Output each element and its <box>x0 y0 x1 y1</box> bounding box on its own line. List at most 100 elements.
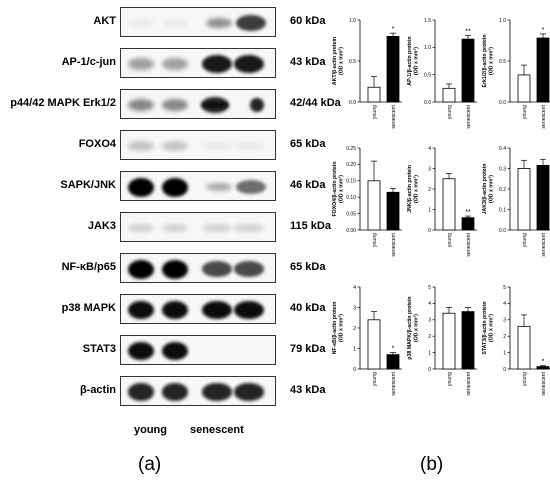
y-axis-label: AP-1/β-actin protein(OD x mm²) <box>407 36 420 85</box>
blot-strip <box>120 253 276 283</box>
y-tick-label: 0.05 <box>346 211 356 217</box>
blot-label: FOXO4 <box>78 138 116 150</box>
blot-band <box>236 180 266 194</box>
y-tick-label: 1 <box>353 346 356 352</box>
bar-senescent <box>386 191 400 231</box>
significance-marker: * <box>392 26 395 33</box>
y-tick-label: 0.5 <box>349 59 356 65</box>
y-tick-label: 5 <box>428 285 431 291</box>
blot-band <box>206 18 232 28</box>
y-tick-label: 0.3 <box>499 166 506 172</box>
y-tick-label: 1.0 <box>349 18 356 24</box>
category-label: senescent <box>466 104 472 128</box>
blot-strip <box>120 376 276 406</box>
blot-label: SAPK/JNK <box>60 179 116 191</box>
blot-band <box>206 182 232 192</box>
y-tick-label: 1 <box>428 207 431 213</box>
category-label: senescent <box>466 232 472 256</box>
significance-marker: * <box>542 359 545 366</box>
molecular-weight-label: 43 kDa <box>290 384 326 396</box>
y-axis-label: FOXO4/β-actin protein(OD x mm²) <box>332 161 345 216</box>
molecular-weight-label: 40 kDa <box>290 302 326 314</box>
y-tick-label: 0.1 <box>499 207 506 213</box>
category-label: senescent <box>391 371 397 395</box>
blot-band <box>202 223 232 233</box>
y-tick-label: 2 <box>353 326 356 332</box>
y-tick-label: 2 <box>428 334 431 340</box>
blot-strip <box>120 294 276 324</box>
category-label: young <box>447 105 453 119</box>
blot-band <box>162 341 188 361</box>
category-label: senescent <box>541 104 547 128</box>
blot-label: p38 MAPK <box>61 302 116 314</box>
category-label: senescent <box>541 232 547 256</box>
blot-band <box>202 300 232 320</box>
significance-marker: * <box>542 27 545 34</box>
category-label: senescent <box>541 371 547 395</box>
blot-label: p44/42 MAPK Erk1/2 <box>10 97 116 109</box>
y-tick-label: 1.5 <box>424 18 431 24</box>
blot-band <box>234 300 264 320</box>
blot-band <box>162 259 188 279</box>
lane-label-senescent: senescent <box>190 424 244 436</box>
y-axis-label: STAT3/β-actin protein(OD x mm²) <box>482 301 495 354</box>
bar-young <box>517 168 531 231</box>
blot-band <box>234 142 264 150</box>
category-label: senescent <box>466 371 472 395</box>
y-tick-label: 0.5 <box>424 72 431 78</box>
y-tick-label: 4 <box>353 285 356 291</box>
bar-senescent <box>386 36 400 103</box>
category-label: young <box>372 372 378 386</box>
blot-label: JAK3 <box>87 220 116 232</box>
y-tick-label: 1 <box>428 350 431 356</box>
blot-strip <box>120 48 276 78</box>
y-tick-label: 2 <box>503 334 506 340</box>
molecular-weight-label: 43 kDa <box>290 56 326 68</box>
bar-senescent <box>536 37 550 103</box>
y-tick-label: 1 <box>503 350 506 356</box>
blot-band <box>162 300 188 320</box>
y-tick-label: 0 <box>428 367 431 373</box>
y-tick-label: 3 <box>428 318 431 324</box>
bar-young <box>367 180 381 231</box>
significance-marker: * <box>392 346 395 353</box>
blot-strip <box>120 89 276 119</box>
y-tick-label: 2 <box>428 187 431 193</box>
molecular-weight-label: 46 kDa <box>290 179 326 191</box>
y-tick-label: 0 <box>503 367 506 373</box>
y-tick-label: 3 <box>428 166 431 172</box>
bar-young <box>367 86 381 103</box>
bar-senescent <box>386 354 400 370</box>
blot-band <box>162 98 188 112</box>
blot-band <box>250 97 264 113</box>
bar-young <box>442 178 456 231</box>
category-label: young <box>372 233 378 247</box>
blot-band <box>234 261 264 277</box>
blot-band <box>234 223 264 233</box>
y-tick-label: 0.15 <box>346 179 356 185</box>
bar-young <box>517 74 531 103</box>
blot-band <box>162 383 188 401</box>
blot-band <box>128 177 154 197</box>
blot-label: STAT3 <box>82 343 116 355</box>
significance-marker: ** <box>465 28 471 35</box>
blot-band <box>128 19 154 27</box>
y-tick-label: 0.25 <box>346 146 356 152</box>
y-axis-label: p38 MAPK/β-actin protein(OD x mm²) <box>407 296 420 359</box>
lane-label-young: young <box>134 424 167 436</box>
panel-caption-b: (b) <box>420 454 444 475</box>
y-tick-label: 3 <box>353 305 356 311</box>
category-label: young <box>522 105 528 119</box>
bar-senescent <box>461 311 475 370</box>
bar-senescent <box>536 165 550 231</box>
blot-label: AP-1/c-jun <box>61 56 116 68</box>
significance-marker: ** <box>465 209 471 216</box>
y-axis-label: NF-κB/β-actin protein(OD x mm²) <box>332 302 345 355</box>
y-tick-label: 0.0 <box>499 100 506 106</box>
y-tick-label: 0.0 <box>499 228 506 234</box>
blot-band <box>128 341 154 361</box>
y-tick-label: 0 <box>428 228 431 234</box>
category-label: young <box>447 233 453 247</box>
y-tick-label: 0.2 <box>499 187 506 193</box>
y-axis-label: JAK3/β-actin protein(OD x mm²) <box>482 164 495 215</box>
